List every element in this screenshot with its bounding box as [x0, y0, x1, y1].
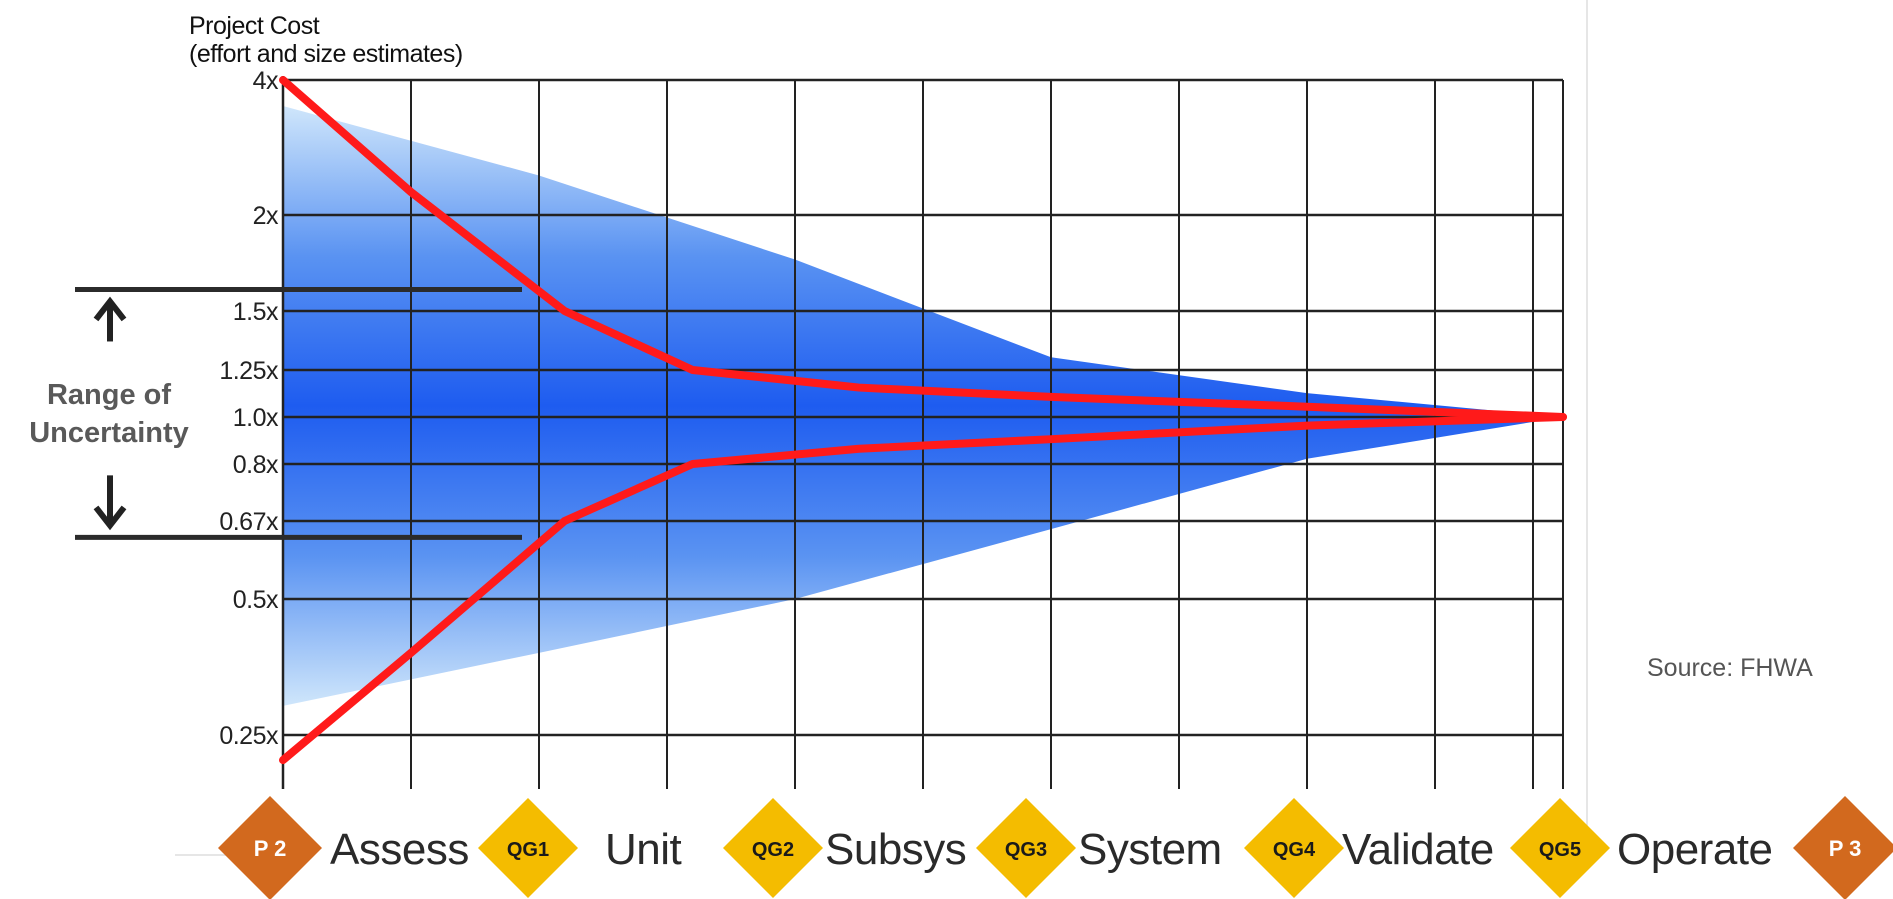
process-diamond-icon: [218, 796, 322, 899]
quality-gate-diamond-icon: [976, 798, 1076, 898]
source-note: Source: FHWA: [1647, 654, 1813, 682]
phase-label: Operate: [1617, 825, 1772, 874]
y-tick-label: 1.5x: [233, 298, 279, 326]
upper-estimate-curve: [279, 76, 1567, 421]
phase-label: Unit: [605, 825, 682, 874]
quality-gate-label: QG2: [752, 839, 794, 861]
chart-title: Project Cost: [189, 12, 320, 40]
quality-gate-diamond-icon: [723, 798, 823, 898]
y-tick-label: 4x: [253, 67, 279, 95]
y-tick-label: 1.0x: [233, 404, 279, 432]
grid-lines: [281, 76, 1564, 789]
y-tick-label: 2x: [253, 202, 279, 230]
process-marker-label: P 3: [1829, 836, 1862, 861]
up-arrow-head-icon: [93, 296, 127, 322]
phase-bar: P 2 Assess QG1 Unit QG2 Subsys QG3 System QG4 Val…: [218, 796, 1893, 899]
quality-gate-diamond-icon: [478, 798, 578, 898]
y-tick-label: 0.5x: [233, 586, 279, 614]
process-diamond-icon: [1793, 796, 1893, 899]
phase-label: Validate: [1342, 825, 1494, 874]
down-arrow-head-icon: [93, 505, 127, 531]
lower-estimate-curve: [279, 413, 1567, 765]
chart-title-block: Project Cost (effort and size estimates): [189, 12, 463, 68]
y-tick-labels: 4x 2x 1.5x 1.25x 1.0x 0.8x 0.67x 0.5x 0.25x: [219, 67, 279, 750]
y-tick-label: 0.8x: [233, 451, 279, 479]
y-tick-label: 0.25x: [219, 722, 279, 750]
range-label-line1: Range of: [46, 379, 172, 411]
quality-gate-label: QG4: [1273, 839, 1316, 861]
estimate-curves: [279, 76, 1567, 765]
y-tick-label: 0.67x: [219, 508, 279, 536]
phase-label: System: [1078, 825, 1222, 874]
quality-gate-label: QG3: [1005, 839, 1047, 861]
chart-subtitle: (effort and size estimates): [189, 40, 463, 68]
y-tick-label: 1.25x: [219, 357, 279, 385]
range-annotation: [75, 286, 522, 540]
range-of-uncertainty-label: Range of Uncertainty: [0, 376, 218, 452]
quality-gate-label: QG5: [1539, 839, 1581, 861]
phase-label: Assess: [330, 825, 469, 874]
quality-gate-diamond-icon: [1244, 798, 1344, 898]
phase-label: Subsys: [825, 825, 966, 874]
quality-gate-diamond-icon: [1510, 798, 1610, 898]
process-marker-label: P 2: [254, 836, 287, 861]
quality-gate-label: QG1: [507, 839, 549, 861]
range-label-line2: Uncertainty: [29, 417, 189, 449]
